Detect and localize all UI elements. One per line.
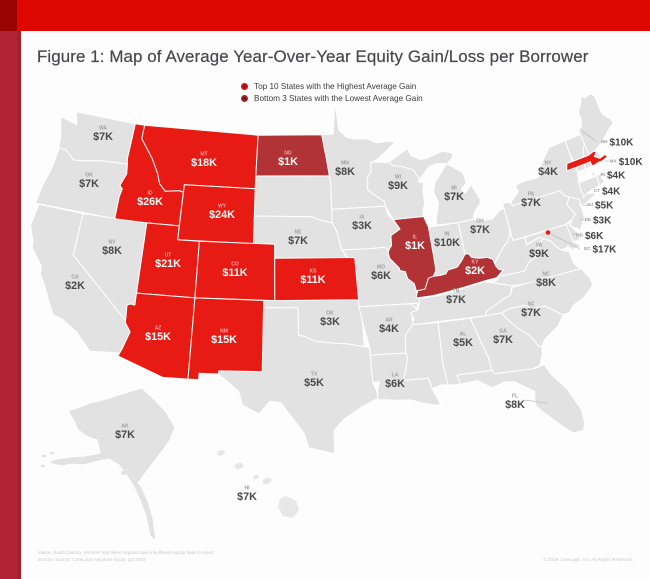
svg-text:DC: DC [584, 246, 591, 251]
svg-text:$7K: $7K [288, 235, 308, 247]
svg-text:NY: NY [545, 161, 553, 167]
svg-text:$8K: $8K [536, 277, 556, 289]
svg-text:IL: IL [413, 235, 417, 241]
svg-text:$1K: $1K [278, 156, 298, 168]
svg-text:$10K: $10K [619, 157, 644, 168]
svg-text:$24K: $24K [209, 209, 235, 221]
svg-text:OR: OR [85, 173, 93, 179]
svg-text:GA: GA [499, 329, 507, 335]
svg-text:WI: WI [395, 175, 402, 181]
svg-text:$10K: $10K [434, 237, 460, 249]
svg-text:$11K: $11K [222, 267, 247, 279]
svg-text:$6K: $6K [585, 231, 604, 242]
svg-text:NJ: NJ [587, 202, 593, 207]
svg-text:UT: UT [165, 253, 172, 259]
svg-text:WA: WA [99, 126, 107, 132]
svg-text:AR: AR [385, 318, 393, 324]
svg-text:MA: MA [610, 159, 618, 164]
svg-text:$5K: $5K [453, 337, 473, 349]
svg-text:MN: MN [341, 161, 349, 167]
svg-text:VA: VA [536, 243, 543, 249]
svg-text:$5K: $5K [595, 200, 614, 211]
svg-text:KS: KS [310, 269, 318, 275]
svg-text:$7K: $7K [446, 294, 466, 306]
svg-text:$7K: $7K [493, 334, 513, 346]
svg-text:$7K: $7K [93, 131, 113, 143]
svg-text:OK: OK [326, 311, 334, 317]
svg-text:TX: TX [311, 372, 318, 378]
svg-text:$8K: $8K [505, 399, 525, 411]
svg-text:RI: RI [601, 172, 606, 177]
svg-text:HI: HI [245, 486, 251, 492]
svg-text:$15K: $15K [211, 334, 237, 346]
svg-text:$7K: $7K [470, 224, 490, 236]
svg-text:$9K: $9K [529, 248, 549, 260]
svg-text:$2K: $2K [65, 280, 85, 292]
svg-text:$7K: $7K [115, 429, 135, 441]
svg-text:$4K: $4K [607, 170, 626, 181]
svg-text:$5K: $5K [304, 377, 324, 389]
svg-text:AZ: AZ [155, 326, 162, 332]
svg-text:$7K: $7K [79, 178, 99, 190]
svg-text:$9K: $9K [388, 180, 408, 192]
svg-text:$26K: $26K [137, 196, 163, 208]
svg-text:OH: OH [476, 219, 484, 225]
svg-text:$1K: $1K [405, 240, 425, 252]
svg-text:$3K: $3K [593, 215, 612, 226]
svg-text:$8K: $8K [102, 245, 122, 257]
svg-text:IN: IN [445, 232, 450, 238]
svg-text:CT: CT [594, 188, 600, 193]
svg-text:$7K: $7K [521, 197, 541, 209]
svg-text:$7K: $7K [521, 307, 541, 319]
svg-text:NE: NE [295, 230, 303, 236]
svg-text:$4K: $4K [602, 186, 621, 197]
svg-text:ND: ND [284, 151, 292, 157]
svg-text:CA: CA [71, 275, 79, 281]
svg-text:NV: NV [109, 240, 117, 246]
svg-text:$8K: $8K [335, 166, 355, 178]
svg-text:DE: DE [585, 217, 591, 222]
svg-text:AK: AK [121, 424, 129, 430]
svg-text:$4K: $4K [379, 323, 399, 335]
svg-text:MO: MO [377, 265, 385, 271]
svg-text:KY: KY [472, 260, 480, 266]
svg-text:$10K: $10K [610, 137, 635, 148]
svg-text:NH: NH [601, 139, 608, 144]
svg-text:FL: FL [512, 394, 518, 400]
svg-text:SC: SC [528, 302, 535, 308]
svg-text:MD: MD [576, 233, 584, 238]
svg-text:$17K: $17K [593, 244, 618, 255]
svg-text:NM: NM [220, 329, 228, 335]
svg-text:$7K: $7K [237, 491, 257, 503]
svg-text:$3K: $3K [320, 316, 340, 328]
svg-text:PA: PA [528, 192, 535, 198]
svg-text:MI: MI [451, 186, 457, 192]
svg-text:$3K: $3K [352, 220, 372, 232]
svg-text:TN: TN [453, 289, 460, 295]
svg-text:AL: AL [460, 332, 467, 338]
svg-text:$6K: $6K [385, 378, 405, 390]
svg-text:MT: MT [200, 152, 207, 158]
svg-text:ID: ID [148, 191, 153, 197]
svg-text:$7K: $7K [444, 191, 464, 203]
svg-text:$18K: $18K [191, 157, 217, 169]
svg-text:$11K: $11K [300, 274, 325, 286]
svg-text:$15K: $15K [145, 331, 171, 343]
svg-text:$6K: $6K [371, 270, 391, 282]
svg-text:WY: WY [218, 204, 227, 210]
svg-text:$21K: $21K [155, 258, 181, 270]
svg-text:$2K: $2K [465, 265, 485, 277]
svg-text:$4K: $4K [538, 166, 558, 178]
svg-text:IA: IA [360, 215, 365, 221]
svg-text:NC: NC [542, 272, 550, 278]
svg-text:CO: CO [231, 262, 239, 268]
svg-text:LA: LA [392, 373, 399, 379]
